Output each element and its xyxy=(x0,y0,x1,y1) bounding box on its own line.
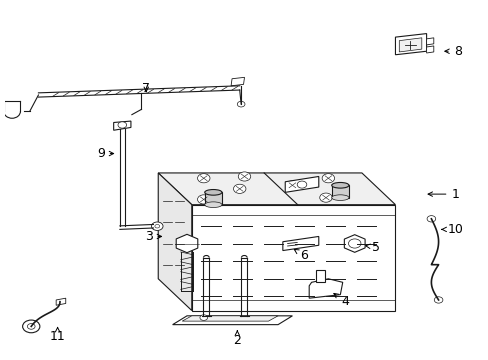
Text: 11: 11 xyxy=(50,327,65,343)
Polygon shape xyxy=(308,279,342,298)
Polygon shape xyxy=(56,298,65,305)
Circle shape xyxy=(319,193,331,202)
Polygon shape xyxy=(231,77,244,86)
Bar xyxy=(316,270,325,282)
Text: 8: 8 xyxy=(444,45,461,58)
Text: 9: 9 xyxy=(97,147,113,160)
Circle shape xyxy=(237,101,244,107)
Circle shape xyxy=(297,181,306,188)
Ellipse shape xyxy=(204,202,222,207)
Circle shape xyxy=(200,315,207,320)
Circle shape xyxy=(197,195,209,204)
Ellipse shape xyxy=(204,189,222,195)
Polygon shape xyxy=(426,46,433,53)
Text: 7: 7 xyxy=(142,82,150,95)
Polygon shape xyxy=(285,176,318,192)
Circle shape xyxy=(348,239,360,248)
Circle shape xyxy=(151,222,163,230)
Text: 2: 2 xyxy=(233,331,241,347)
Circle shape xyxy=(322,174,334,183)
Circle shape xyxy=(197,174,209,183)
Text: 4: 4 xyxy=(333,293,348,308)
Polygon shape xyxy=(113,121,131,130)
Polygon shape xyxy=(282,237,318,251)
Polygon shape xyxy=(426,38,433,45)
Circle shape xyxy=(285,181,298,190)
Polygon shape xyxy=(331,185,348,198)
Polygon shape xyxy=(176,234,197,253)
Polygon shape xyxy=(182,316,278,321)
Circle shape xyxy=(155,224,160,228)
Polygon shape xyxy=(172,316,292,325)
Text: 3: 3 xyxy=(144,230,161,243)
Text: 10: 10 xyxy=(441,223,462,236)
Circle shape xyxy=(238,172,250,181)
Circle shape xyxy=(22,320,40,333)
Text: 6: 6 xyxy=(294,249,308,262)
FancyBboxPatch shape xyxy=(191,205,395,311)
Circle shape xyxy=(27,324,35,329)
Text: 5: 5 xyxy=(365,240,380,253)
Polygon shape xyxy=(395,33,426,55)
Polygon shape xyxy=(158,173,395,205)
Polygon shape xyxy=(344,235,365,252)
Polygon shape xyxy=(399,38,421,52)
Circle shape xyxy=(433,297,442,303)
Circle shape xyxy=(118,122,126,128)
Polygon shape xyxy=(204,192,222,205)
Circle shape xyxy=(233,184,245,193)
Ellipse shape xyxy=(331,195,348,201)
Circle shape xyxy=(426,216,435,222)
Ellipse shape xyxy=(331,183,348,188)
Polygon shape xyxy=(158,173,191,311)
Text: 1: 1 xyxy=(427,188,458,201)
